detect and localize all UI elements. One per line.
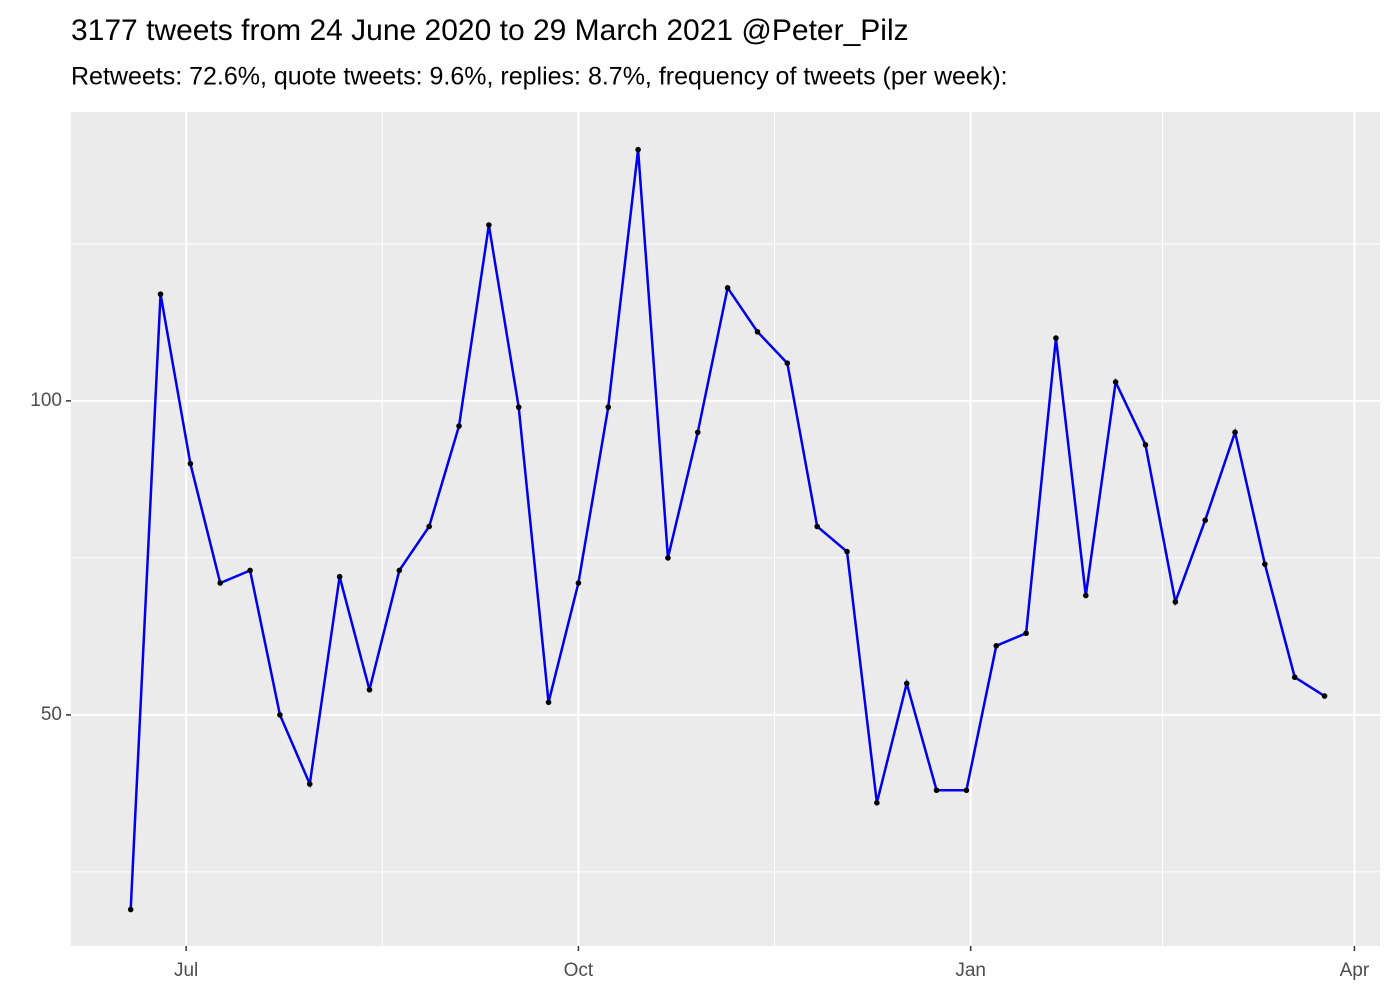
- data-point: [575, 580, 582, 586]
- y-tick-label: 100: [30, 390, 62, 411]
- y-tick-label: 50: [41, 704, 62, 725]
- data-point: [1082, 592, 1089, 599]
- data-point: [933, 787, 940, 794]
- data-point: [724, 285, 731, 291]
- data-point: [1112, 379, 1119, 385]
- data-point: [366, 686, 373, 693]
- data-point: [306, 781, 313, 787]
- data-point: [605, 404, 612, 410]
- data-point: [1232, 429, 1238, 436]
- data-point: [1321, 693, 1328, 699]
- data-point: [187, 460, 194, 467]
- data-point: [545, 699, 552, 706]
- data-point: [456, 423, 462, 429]
- data-point: [336, 573, 343, 580]
- data-point: [157, 291, 164, 297]
- data-point: [426, 523, 432, 530]
- data-point: [903, 680, 910, 687]
- data-point: [844, 548, 850, 555]
- data-point: [396, 567, 403, 574]
- data-point: [665, 555, 671, 561]
- data-point: [127, 906, 134, 913]
- data-point: [1023, 630, 1029, 637]
- data-point: [247, 567, 253, 574]
- data-point: [486, 222, 492, 228]
- chart-title: 3177 tweets from 24 June 2020 to 29 Marc…: [71, 14, 909, 47]
- chart-subtitle: Retweets: 72.6%, quote tweets: 9.6%, rep…: [71, 63, 1008, 91]
- x-tick-label: Jul: [174, 960, 198, 981]
- data-point: [784, 360, 791, 367]
- data-point: [874, 800, 880, 806]
- data-point: [1172, 599, 1179, 605]
- data-point: [1053, 335, 1059, 341]
- data-point: [277, 712, 283, 718]
- plot-panel: [71, 112, 1380, 946]
- data-point: [217, 580, 224, 586]
- data-point: [694, 429, 701, 436]
- data-point: [1142, 442, 1149, 448]
- data-point: [635, 146, 641, 153]
- data-point: [1291, 674, 1298, 681]
- data-point: [1202, 517, 1208, 524]
- data-point: [1262, 561, 1268, 567]
- x-tick-label: Oct: [564, 960, 594, 981]
- data-point: [993, 643, 1000, 649]
- x-tick-label: Jan: [955, 960, 986, 981]
- data-point: [963, 787, 970, 794]
- data-point: [515, 404, 522, 410]
- data-point: [814, 523, 820, 530]
- data-point: [754, 329, 761, 335]
- x-tick-label: Apr: [1340, 960, 1370, 981]
